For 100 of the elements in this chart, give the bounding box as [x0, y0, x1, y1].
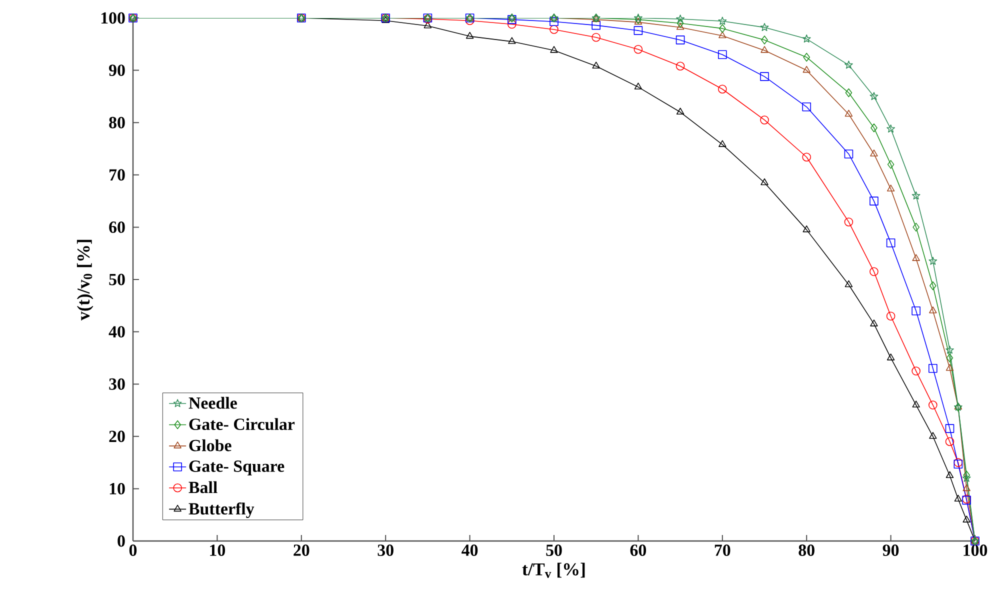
point	[954, 494, 962, 502]
x-tick-label: 30	[378, 544, 394, 556]
point	[962, 474, 971, 482]
y-tick-label: 60	[109, 221, 125, 233]
point	[760, 23, 769, 32]
point	[760, 72, 769, 81]
point	[466, 32, 474, 39]
point	[844, 218, 854, 226]
legend-label: Needle	[188, 396, 237, 409]
point	[592, 62, 600, 69]
y-tick-label: 20	[109, 430, 125, 442]
point	[634, 44, 643, 54]
y-tick-label: 90	[109, 64, 125, 76]
legend-label: Butterfly	[188, 502, 254, 518]
point	[886, 124, 896, 133]
point	[946, 471, 954, 478]
point	[870, 92, 878, 100]
y-tick-label: 10	[110, 482, 125, 494]
point	[802, 102, 812, 112]
point	[870, 267, 878, 276]
y-tick-label: 50	[109, 274, 125, 286]
point	[634, 18, 642, 25]
point	[718, 84, 727, 94]
point	[802, 152, 812, 162]
point	[718, 50, 727, 60]
point	[946, 364, 954, 371]
point	[760, 116, 769, 124]
x-tick-label: 10	[210, 544, 226, 556]
x-tick-label: 90	[882, 544, 899, 556]
x-tick-label: 60	[630, 544, 646, 556]
x-tick-label: 80	[798, 544, 814, 556]
point	[946, 354, 954, 362]
point	[844, 280, 853, 288]
point	[676, 36, 685, 44]
point	[803, 52, 810, 62]
point	[870, 150, 878, 156]
point	[718, 16, 727, 25]
y-tick-label: 100	[101, 12, 125, 24]
point	[912, 254, 920, 261]
point	[760, 46, 768, 53]
point	[912, 400, 920, 408]
point	[963, 470, 970, 480]
point	[844, 60, 853, 69]
point	[886, 238, 896, 248]
point	[945, 424, 954, 433]
x-tick-label: 50	[546, 544, 562, 556]
point	[802, 34, 811, 43]
point	[844, 110, 853, 117]
point	[870, 320, 878, 326]
legend-label: Gate- Circular	[189, 418, 295, 430]
point	[844, 150, 854, 158]
point	[550, 25, 558, 34]
y-tick-label: 30	[109, 378, 125, 390]
x-axis-title: t/T$_{v}$ [%]	[522, 562, 585, 578]
point	[634, 26, 643, 35]
point	[962, 484, 970, 492]
point	[870, 196, 878, 206]
point	[845, 88, 852, 98]
y-tick-label: 70	[110, 169, 125, 181]
point	[887, 160, 894, 169]
y-tick-label: 80	[109, 116, 125, 128]
x-tick-label: 0	[129, 544, 137, 556]
point	[634, 82, 642, 90]
point	[802, 66, 810, 73]
point	[912, 191, 920, 200]
point	[719, 24, 726, 33]
point	[886, 312, 896, 321]
x-tick-label: 100	[964, 544, 988, 556]
x-tick-label: 40	[462, 544, 478, 556]
legend-label: Globe	[189, 439, 232, 452]
point	[886, 184, 895, 192]
point	[676, 62, 685, 71]
point	[550, 46, 558, 53]
point	[760, 178, 768, 186]
point	[929, 306, 937, 314]
point	[592, 32, 601, 42]
point	[802, 225, 810, 232]
y-axis-title: v(t)/v$_{0}$ [%]	[76, 240, 94, 320]
point	[676, 108, 684, 115]
point	[550, 17, 558, 26]
y-tick-label: 0	[118, 535, 125, 547]
point	[912, 366, 920, 376]
point	[930, 281, 936, 290]
legend-label: Ball	[188, 481, 218, 494]
point	[945, 437, 954, 446]
point	[962, 516, 970, 522]
point	[912, 306, 920, 316]
point	[886, 354, 895, 360]
point	[946, 346, 954, 354]
point	[761, 36, 768, 44]
y-tick-label: 40	[108, 326, 125, 338]
point	[508, 37, 516, 44]
legend-label: Gate- Square	[189, 460, 284, 476]
point	[676, 14, 685, 23]
x-tick-label: 70	[714, 544, 730, 556]
point	[929, 432, 937, 439]
point	[676, 23, 684, 30]
point	[928, 364, 938, 373]
point	[928, 400, 938, 410]
point	[928, 256, 938, 265]
